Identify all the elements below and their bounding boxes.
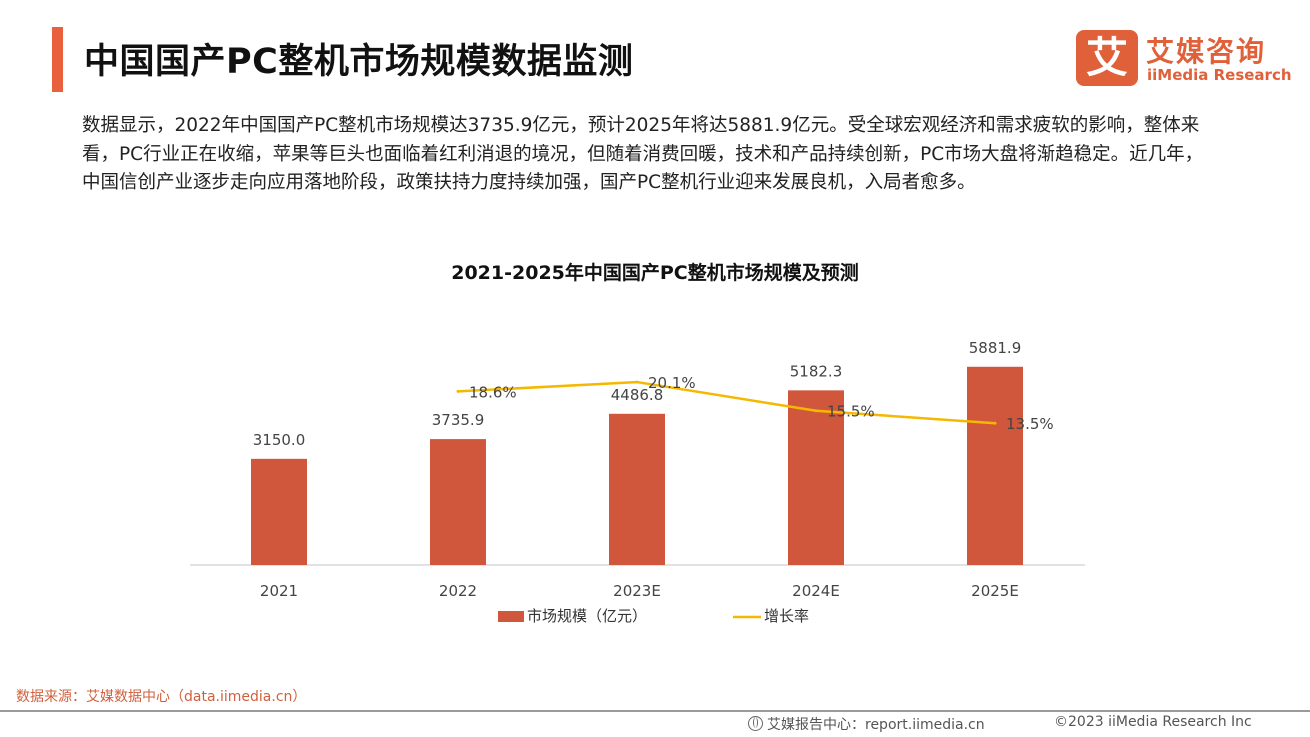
growth-rate-point	[456, 389, 460, 393]
bar-value-label: 3150.0	[253, 431, 306, 449]
footer-website-text: 艾媒报告中心：report.iimedia.cn	[767, 717, 985, 733]
logo-mark: 艾	[1076, 30, 1138, 86]
globe-icon	[748, 716, 763, 731]
chart-legend: 市场规模（亿元） 增长率	[498, 607, 809, 625]
iimedia-logo: 艾 艾媒咨询 iiMedia Research	[1076, 30, 1292, 88]
growth-rate-point	[635, 380, 639, 384]
bar-value-label: 3735.9	[432, 411, 485, 429]
logo-cn-text: 艾媒咨询	[1146, 35, 1267, 68]
bar-2021	[251, 458, 307, 565]
page-title: 中国国产PC整机市场规模数据监测	[84, 42, 634, 82]
bar-value-label: 5881.9	[969, 339, 1022, 357]
bar-2022	[430, 439, 486, 565]
growth-rate-label: 18.6%	[469, 383, 517, 401]
growth-rate-label: 20.1%	[648, 374, 696, 392]
copyright: ©2023 iiMedia Research Inc	[1054, 714, 1252, 730]
x-tick-label: 2024E	[792, 582, 840, 600]
bar-value-label: 5182.3	[790, 362, 843, 380]
data-source: 数据来源：艾媒数据中心（data.iimedia.cn）	[16, 689, 307, 705]
growth-rate-point	[814, 409, 818, 413]
growth-rate-line	[457, 380, 996, 425]
x-tick-label: 2023E	[613, 582, 661, 600]
x-tick-label: 2025E	[971, 582, 1019, 600]
plot-area: 3150.0 2021 3735.9 2022 4486.8 2023E 5182.3 202…	[190, 339, 1085, 600]
growth-rate-label: 13.5%	[1006, 415, 1054, 433]
bar-2024E	[788, 390, 844, 565]
legend-swatch-bar	[498, 611, 524, 622]
growth-rate-label: 15.5%	[827, 403, 875, 421]
bar-2025E	[967, 366, 1023, 565]
bar-value-label: 4486.8	[611, 386, 664, 404]
footer-website[interactable]: 艾媒报告中心：report.iimedia.cn	[748, 714, 985, 734]
x-tick-label: 2022	[439, 582, 477, 600]
legend-label-line: 增长率	[764, 607, 809, 625]
title-accent-bar	[52, 27, 63, 92]
growth-rate-point	[993, 421, 997, 425]
intro-paragraph: 数据显示，2022年中国国产PC整机市场规模达3735.9亿元，预计2025年将…	[82, 115, 1204, 194]
market-size-chart: 2021-2025年中国国产PC整机市场规模及预测 3150.0 2021 3735…	[190, 261, 1085, 625]
footer-divider	[0, 710, 1310, 712]
bar-2023E	[609, 413, 665, 565]
chart-title: 2021-2025年中国国产PC整机市场规模及预测	[451, 261, 859, 284]
legend-label-bar: 市场规模（亿元）	[527, 607, 647, 625]
x-tick-label: 2021	[260, 582, 298, 600]
logo-en-text: iiMedia Research	[1147, 66, 1292, 84]
